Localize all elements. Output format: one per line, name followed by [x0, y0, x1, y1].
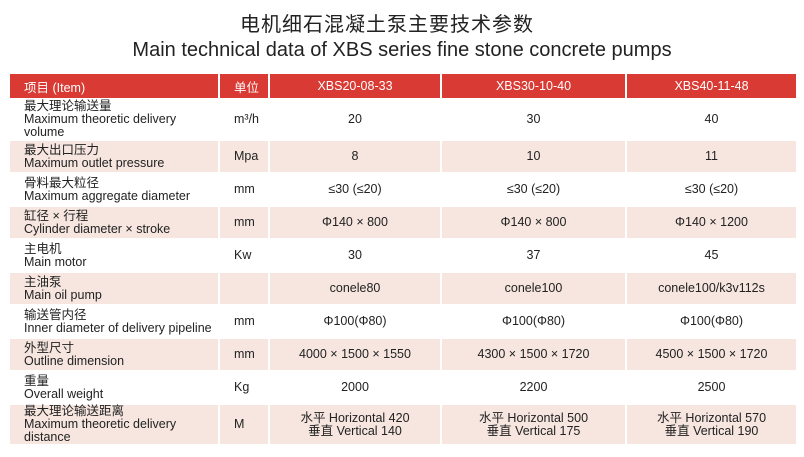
value-cell: 37	[440, 238, 627, 273]
value-cell: ≤30 (≤20)	[625, 172, 798, 207]
table-row: 主油泵 Main oil pump conele80 conele100 conele1…	[8, 271, 798, 306]
cell-line: 输送管内径	[24, 307, 87, 322]
value-cell: conele100	[440, 271, 627, 306]
value-cell: Φ100(Φ80)	[268, 304, 442, 339]
cell-line: Main motor	[24, 254, 87, 269]
value-cell: mm	[218, 172, 270, 207]
title-block: 电机细石混凝土泵主要技术参数 Main technical data of XB…	[0, 8, 804, 62]
value-cell: Φ140 × 800	[440, 205, 627, 240]
item-cell: 最大出口压力 Maximum outlet pressure	[8, 139, 220, 174]
cell-line: 水平 Horizontal 570	[656, 410, 767, 425]
cell-line: 水平 Horizontal 420	[300, 410, 410, 425]
value-cell: mm	[218, 304, 270, 339]
cell-line: Cylinder diameter × stroke	[24, 221, 171, 236]
value-cell: 30	[440, 98, 627, 141]
cell-line: 骨料最大粒径	[24, 175, 100, 190]
header-cell: 项目 (Item)	[8, 72, 220, 100]
value-cell: 水平 Horizontal 420 垂直 Vertical 140	[268, 403, 442, 446]
value-cell: ≤30 (≤20)	[268, 172, 442, 207]
value-cell: 水平 Horizontal 570 垂直 Vertical 190	[625, 403, 798, 446]
table-row: 主电机 Main motor Kw 30 37 45	[8, 238, 798, 273]
table-row: 外型尺寸 Outline dimension mm 4000 × 1500 × 155…	[8, 337, 798, 372]
cell-line: Maximum theoretic delivery volume	[24, 112, 177, 139]
value-cell: Φ140 × 1200	[625, 205, 798, 240]
cell-line: Outline dimension	[24, 353, 125, 368]
table-row: 缸径 × 行程 Cylinder diameter × stroke mm Φ140 …	[8, 205, 798, 240]
value-cell: 2200	[440, 370, 627, 405]
item-cell: 最大理论输送量 Maximum theoretic delivery volume	[8, 98, 220, 141]
cell-line: 最大出口压力	[24, 142, 100, 157]
value-cell: ≤30 (≤20)	[440, 172, 627, 207]
value-cell: 10	[440, 139, 627, 174]
value-cell: 4000 × 1500 × 1550	[268, 337, 442, 372]
cell-line: 重量	[24, 373, 50, 388]
cell-line: 垂直 Vertical 190	[664, 423, 759, 438]
cell-line: Inner diameter of delivery pipeline	[24, 320, 212, 335]
value-cell: 2000	[268, 370, 442, 405]
header-cell: 单位	[218, 72, 270, 100]
value-cell: 4500 × 1500 × 1720	[625, 337, 798, 372]
item-cell: 缸径 × 行程 Cylinder diameter × stroke	[8, 205, 220, 240]
value-cell: mm	[218, 337, 270, 372]
item-cell: 重量 Overall weight	[8, 370, 220, 405]
value-cell: 40	[625, 98, 798, 141]
header-cell: XBS20-08-33	[268, 72, 442, 100]
header-cell: XBS40-11-48	[625, 72, 798, 100]
cell-line: 主电机	[24, 241, 62, 256]
value-cell: M	[218, 403, 270, 446]
cell-line: 缸径 × 行程	[24, 208, 89, 223]
header-row: 项目 (Item) 单位 XBS20-08-33 XBS30-10-40 XBS40-1…	[8, 72, 798, 100]
value-cell: conele100/k3v112s	[625, 271, 798, 306]
value-cell: Φ100(Φ80)	[440, 304, 627, 339]
table-body: 最大理论输送量 Maximum theoretic delivery volume…	[8, 98, 798, 446]
cell-line: 主油泵	[24, 274, 62, 289]
item-cell: 外型尺寸 Outline dimension	[8, 337, 220, 372]
table-row: 骨料最大粒径 Maximum aggregate diameter mm ≤30 (≤…	[8, 172, 798, 207]
item-cell: 输送管内径 Inner diameter of delivery pipeline	[8, 304, 220, 339]
value-cell	[218, 271, 270, 306]
table-row: 最大理论输送距离 Maximum theoretic delivery dista…	[8, 403, 798, 446]
title: 电机细石混凝土泵主要技术参数	[240, 14, 534, 36]
item-cell: 骨料最大粒径 Maximum aggregate diameter	[8, 172, 220, 207]
subtitle: Main technical data of XBS series fine s…	[132, 39, 672, 61]
value-cell: mm	[218, 205, 270, 240]
value-cell: Φ100(Φ80)	[625, 304, 798, 339]
value-cell: 4300 × 1500 × 1720	[440, 337, 627, 372]
table-row: 最大理论输送量 Maximum theoretic delivery volume…	[8, 98, 798, 141]
cell-line: 垂直 Vertical 140	[308, 423, 402, 438]
value-cell: Kw	[218, 238, 270, 273]
cell-line: 外型尺寸	[24, 340, 75, 355]
item-cell: 最大理论输送距离 Maximum theoretic delivery dista…	[8, 403, 220, 446]
cell-line: Overall weight	[24, 386, 104, 401]
value-cell: Mpa	[218, 139, 270, 174]
value-cell: 45	[625, 238, 798, 273]
value-cell: conele80	[268, 271, 442, 306]
value-cell: 30	[268, 238, 442, 273]
value-cell: 8	[268, 139, 442, 174]
value-cell: 11	[625, 139, 798, 174]
value-cell: Kg	[218, 370, 270, 405]
spec-table: 项目 (Item) 单位 XBS20-08-33 XBS30-10-40 XBS40-1…	[8, 72, 798, 446]
cell-line: 水平 Horizontal 500	[478, 410, 589, 425]
table-row: 最大出口压力 Maximum outlet pressure Mpa 8 10 11	[8, 139, 798, 174]
item-cell: 主油泵 Main oil pump	[8, 271, 220, 306]
header-cell: XBS30-10-40	[440, 72, 627, 100]
cell-line: 最大理论输送距离	[24, 404, 125, 418]
cell-line: Main oil pump	[24, 287, 102, 302]
value-cell: 水平 Horizontal 500 垂直 Vertical 175	[440, 403, 627, 446]
value-cell: 2500	[625, 370, 798, 405]
item-cell: 主电机 Main motor	[8, 238, 220, 273]
value-cell: m³/h	[218, 98, 270, 141]
table-row: 输送管内径 Inner diameter of delivery pipeline…	[8, 304, 798, 339]
value-cell: 20	[268, 98, 442, 141]
cell-line: 最大理论输送量	[24, 99, 112, 113]
cell-line: 垂直 Vertical 175	[486, 423, 581, 438]
cell-line: Maximum theoretic delivery distance	[24, 417, 177, 444]
value-cell: Φ140 × 800	[268, 205, 442, 240]
table-row: 重量 Overall weight Kg 2000 2200 2500	[8, 370, 798, 405]
cell-line: Maximum outlet pressure	[24, 155, 165, 170]
cell-line: Maximum aggregate diameter	[24, 188, 191, 203]
